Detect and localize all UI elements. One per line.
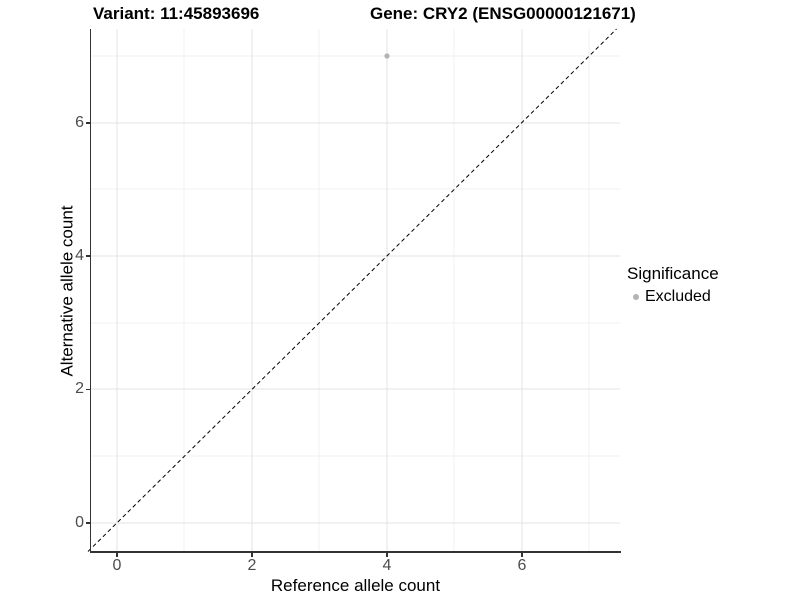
plot-panel <box>87 28 620 552</box>
x-tick-label-2: 2 <box>247 557 257 574</box>
legend-item-label: Excluded <box>645 288 711 305</box>
legend-title: Significance <box>627 264 719 283</box>
x-tick-label-4: 4 <box>382 557 392 574</box>
x-tick-label-6: 6 <box>517 557 527 574</box>
y-tick-label-2: 2 <box>75 380 84 397</box>
legend-item-excluded: Excluded <box>627 288 719 306</box>
x-axis-title: Reference allele count <box>270 576 441 595</box>
x-tick-6 <box>521 552 523 557</box>
x-tick-2 <box>251 552 253 557</box>
plot-title-gene: Gene: CRY2 (ENSG00000121671) <box>370 4 636 23</box>
legend-key-dot-icon <box>633 294 639 300</box>
x-tick-label-0: 0 <box>112 557 122 574</box>
x-tick-4 <box>386 552 388 557</box>
plot-title-variant: Variant: 11:45893696 <box>93 4 260 23</box>
y-tick-label-0: 0 <box>75 514 84 531</box>
x-tick-0 <box>116 552 118 557</box>
y-axis-title: Alternative allele count <box>57 205 77 377</box>
identity-line <box>87 28 617 552</box>
y-tick-2 <box>85 388 90 390</box>
y-tick-label-4: 4 <box>75 247 84 264</box>
y-tick-4 <box>85 255 90 257</box>
plot-canvas <box>87 28 620 552</box>
y-tick-label-6: 6 <box>75 114 84 131</box>
y-axis-line <box>89 29 91 553</box>
data-point-excluded <box>384 53 390 59</box>
legend: Significance Excluded <box>627 264 719 306</box>
y-tick-0 <box>85 522 90 524</box>
x-axis-line <box>89 551 621 553</box>
y-tick-6 <box>85 122 90 124</box>
